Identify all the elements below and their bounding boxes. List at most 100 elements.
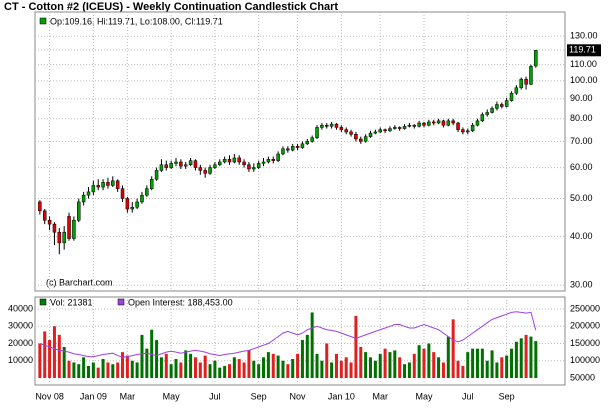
- candle-body: [397, 127, 402, 129]
- candle-body: [91, 185, 96, 193]
- candle-body: [427, 121, 431, 126]
- candle-body: [276, 153, 280, 161]
- candle-body: [286, 148, 290, 151]
- volume-bar: [155, 340, 159, 378]
- volume-bar: [398, 357, 402, 378]
- volume-bar: [150, 329, 154, 378]
- candle-body: [514, 87, 519, 94]
- candle-body: [145, 188, 149, 196]
- volume-bar: [456, 360, 460, 378]
- volume-bar: [213, 360, 217, 378]
- candle-body: [363, 136, 368, 142]
- volume-bar: [495, 362, 499, 378]
- x-tick-label: Nov 08: [35, 391, 64, 401]
- candle-body: [431, 121, 436, 124]
- candle-body: [164, 164, 169, 168]
- candle-body: [208, 167, 212, 174]
- candle-body: [451, 120, 455, 124]
- candle-body: [57, 231, 62, 244]
- candle-body: [96, 185, 100, 188]
- candle-body: [485, 112, 489, 115]
- candle-body: [135, 201, 139, 208]
- candle-body: [324, 124, 329, 127]
- volume-bar: [524, 334, 528, 378]
- candle-body: [519, 78, 523, 89]
- volume-bar: [339, 360, 343, 378]
- candle-body: [174, 161, 178, 164]
- candle-body: [504, 100, 509, 107]
- candle-body: [495, 104, 499, 109]
- volume-bar: [427, 343, 431, 378]
- y-tick-label: 100.00: [570, 75, 598, 85]
- last-price-label: 119.71: [569, 45, 596, 55]
- volume-bar: [145, 348, 149, 378]
- candle-body: [461, 129, 465, 133]
- x-tick-label: Jul: [209, 391, 221, 401]
- candle-body: [101, 182, 105, 188]
- volume-bar: [383, 348, 387, 378]
- candle-body: [290, 146, 295, 151]
- candle-body: [38, 201, 42, 212]
- volume-bar: [388, 352, 392, 378]
- volume-bar: [422, 348, 426, 378]
- candle-body: [52, 223, 57, 233]
- volume-bar: [218, 367, 222, 378]
- volume-bar: [514, 341, 518, 378]
- candle-body: [42, 210, 47, 221]
- candle-body: [402, 126, 407, 129]
- volume-bar: [57, 334, 61, 378]
- volume-bar: [471, 348, 475, 378]
- candle-body: [242, 161, 246, 166]
- volume-bar: [48, 340, 52, 378]
- y-tick-label: 70.00: [570, 136, 593, 146]
- y-tick-label: 30000: [8, 321, 33, 331]
- candle-body: [310, 137, 314, 142]
- volume-bar: [262, 357, 266, 378]
- volume-bar: [315, 353, 319, 378]
- y-tick-label: 20000: [8, 338, 33, 348]
- candle-body: [154, 170, 159, 180]
- candle-body: [281, 148, 285, 155]
- volume-bar: [296, 353, 300, 378]
- candle-body: [149, 179, 154, 189]
- price-panel: [34, 11, 566, 292]
- volume-bar: [159, 357, 163, 378]
- y-tick-label: 30.00: [570, 280, 593, 290]
- x-tick-label: Nov: [290, 391, 307, 401]
- candle-body: [490, 108, 494, 113]
- candle-body: [227, 159, 232, 163]
- volume-swatch: [39, 298, 47, 306]
- y2-tick-label: 150000: [570, 338, 600, 348]
- volume-bar: [305, 334, 309, 378]
- candle-body: [524, 78, 528, 85]
- candle-body: [334, 123, 339, 128]
- volume-bar: [417, 345, 421, 378]
- y-tick-label: 40000: [8, 303, 33, 313]
- volume-bar: [369, 357, 373, 378]
- volume-bar: [461, 365, 465, 378]
- volume-bar: [529, 336, 533, 378]
- candle-body: [179, 161, 183, 167]
- candle-body: [213, 164, 217, 168]
- x-tick-label: Jan 10: [328, 391, 355, 401]
- volume-bar: [432, 352, 436, 378]
- y2-tick-label: 50000: [570, 372, 595, 382]
- volume-bar: [237, 359, 241, 378]
- candle-body: [261, 161, 266, 164]
- candle-body: [111, 180, 115, 186]
- x-tick-label: Mar: [120, 391, 136, 401]
- candle-body: [159, 164, 164, 171]
- candle-body: [368, 132, 373, 137]
- candle-body: [198, 167, 203, 171]
- candle-body: [407, 124, 412, 127]
- candle-body: [81, 194, 86, 203]
- candle-body: [218, 161, 222, 166]
- volume-bar: [480, 348, 484, 378]
- candle-body: [329, 123, 334, 127]
- candle-body: [344, 129, 348, 133]
- volume-bar: [135, 362, 139, 378]
- volume-bar: [62, 346, 66, 378]
- candle-body: [188, 160, 193, 166]
- volume-bar: [441, 362, 445, 378]
- volume-bar: [266, 352, 270, 378]
